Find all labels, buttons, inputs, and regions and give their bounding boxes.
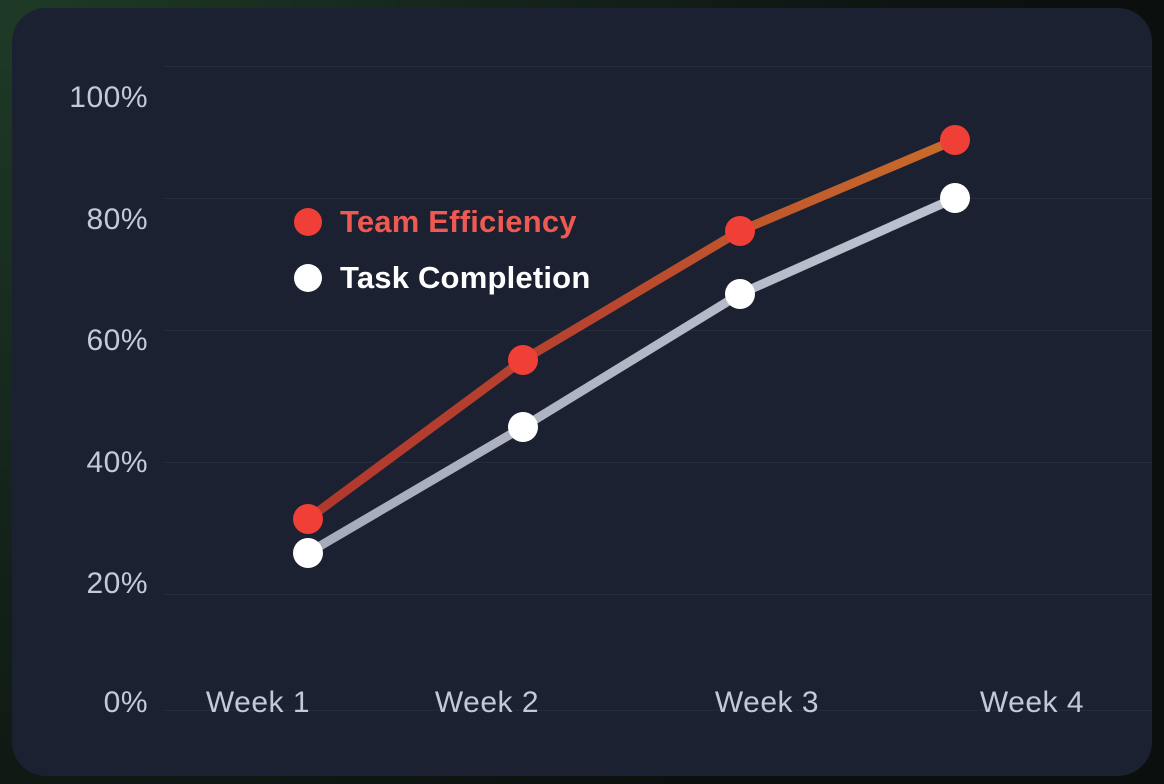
x-axis-label-week-2: Week 2 (434, 686, 540, 719)
gridline-100 (164, 66, 1152, 67)
data-point-team-efficiency-week-2[interactable] (508, 345, 538, 375)
y-axis-label-100: 100% (69, 81, 148, 114)
x-axis-label-week-4: Week 4 (979, 686, 1085, 719)
line-chart: 100% 80% 60% 40% 20% 0% Week 1 Week 2 We… (12, 8, 1152, 776)
legend-item-team-efficiency[interactable]: Team Efficiency (294, 204, 577, 240)
data-point-task-completion-week-4[interactable] (940, 183, 970, 213)
legend-label-team-efficiency: Team Efficiency (340, 204, 577, 239)
chart-card: 100% 80% 60% 40% 20% 0% Week 1 Week 2 We… (12, 8, 1152, 776)
legend-label-task-completion: Task Completion (340, 260, 591, 295)
y-axis-label-0: 0% (103, 686, 148, 719)
y-axis-label-60: 60% (86, 324, 148, 357)
data-point-task-completion-week-3[interactable] (725, 279, 755, 309)
series-line-task-completion (303, 193, 960, 558)
series-line-team-efficiency (303, 135, 960, 524)
y-axis-label-20: 20% (86, 567, 148, 600)
gridline-40 (164, 462, 1152, 463)
data-point-task-completion-week-2[interactable] (508, 412, 538, 442)
legend-item-task-completion[interactable]: Task Completion (294, 260, 590, 296)
legend-marker-icon-team-efficiency (294, 208, 322, 236)
x-axis-label-week-3: Week 3 (714, 686, 820, 719)
legend-marker-icon-task-completion (294, 264, 322, 292)
gridline-20 (164, 594, 1152, 595)
data-point-task-completion-week-1[interactable] (293, 538, 323, 568)
data-point-team-efficiency-week-4[interactable] (940, 125, 970, 155)
series-lines (303, 135, 960, 558)
gridline-80 (164, 198, 1152, 199)
x-axis-label-week-1: Week 1 (205, 686, 311, 719)
data-point-team-efficiency-week-3[interactable] (725, 216, 755, 246)
y-axis-label-40: 40% (86, 446, 148, 479)
gridline-0 (164, 710, 1152, 711)
gridline-60 (164, 330, 1152, 331)
data-point-team-efficiency-week-1[interactable] (293, 504, 323, 534)
y-axis-label-80: 80% (86, 203, 148, 236)
